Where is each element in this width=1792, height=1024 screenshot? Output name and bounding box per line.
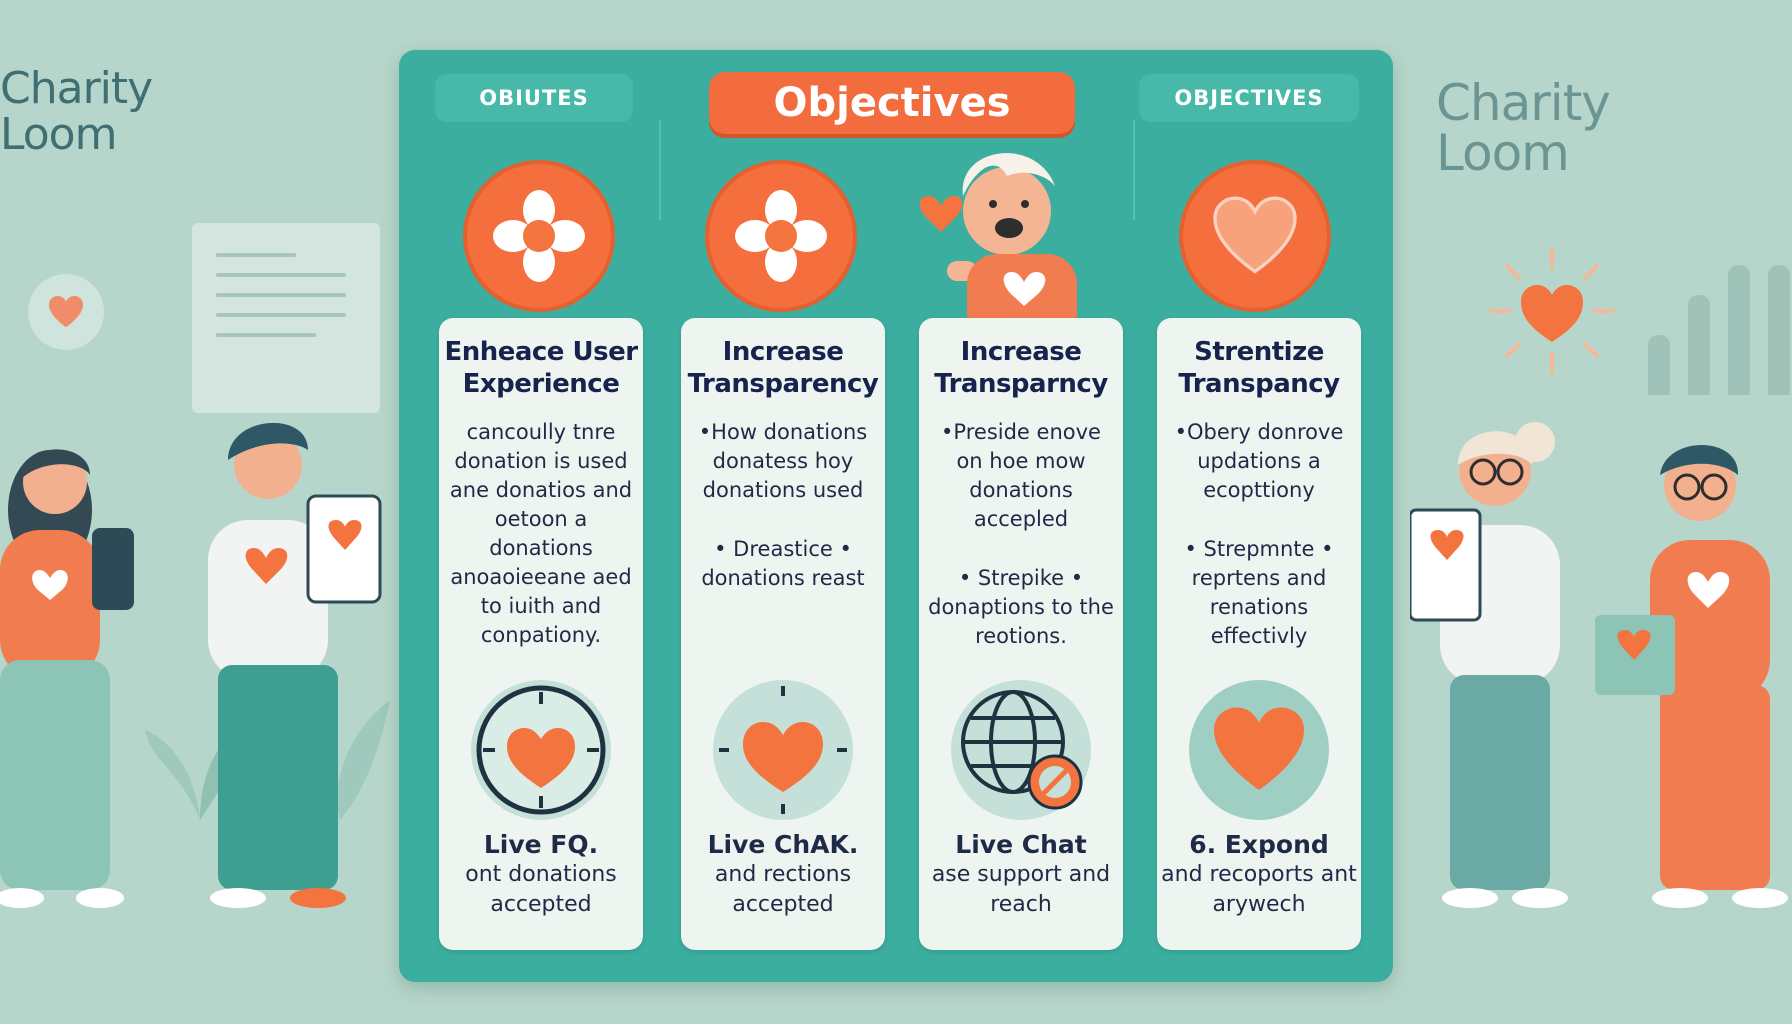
clock-heart-icon (471, 680, 611, 820)
objective-description: •Obery donrove updations a ecopttiony • … (1174, 420, 1344, 648)
volunteer-woman-illustration (0, 449, 134, 908)
objective-card-4: Strentize Transpancy •Obery donrove upda… (1157, 318, 1361, 950)
objective-heading: Enheace User Experience (444, 337, 638, 399)
volunteer-man-illustration (208, 422, 382, 908)
board-title: Objectives (709, 72, 1075, 134)
globe-icon (951, 680, 1091, 820)
heart-icon (1189, 680, 1329, 820)
flower-icon-2 (705, 160, 857, 312)
objective-footer: Live FQ. ont donations accepted (465, 830, 617, 917)
objective-description: cancoully tnre donation is used ane dona… (449, 420, 633, 647)
sun-heart-icon (1489, 248, 1615, 374)
charity-loom-logo-left: Charity Loom (0, 63, 153, 160)
objective-card-2: Increase Transparency •How donations don… (681, 318, 885, 950)
plant-right-icon (337, 700, 390, 820)
objective-card-3: Increase Transparncy •Preside enove on h… (919, 318, 1123, 950)
objective-footer: Live Chat ase support and reach (931, 830, 1111, 917)
objective-description: •Preside enove on hoe mow donations acce… (928, 420, 1114, 648)
heart-icon-top (1179, 160, 1331, 312)
heart-dial-icon (713, 680, 853, 820)
objective-card-1: Enheace User Experience cancoully tnre d… (439, 318, 643, 950)
mascot-child-illustration (919, 153, 1077, 346)
objective-heading: Increase Transparency (687, 337, 879, 399)
objectives-board: OBIUTES Objectives OBJECTIVES (399, 50, 1393, 982)
objective-footer: 6. Expond and recoports ant arywech (1161, 830, 1357, 917)
background-document-card (192, 223, 380, 413)
background-bar-graphic (1648, 265, 1790, 395)
objective-heading: Strentize Transpancy (1178, 337, 1340, 399)
tab-obiutes[interactable]: OBIUTES (435, 74, 633, 122)
objective-heading: Increase Transparncy (934, 337, 1108, 399)
objective-footer: Live ChAK. and rections accepted (707, 830, 859, 917)
charity-loom-logo-right: Charity Loom (1436, 74, 1611, 182)
heart-badge-icon (28, 274, 104, 350)
volunteer-older-woman-illustration (1410, 422, 1568, 908)
volunteer-man-glasses-illustration (1595, 445, 1788, 908)
objective-description: •How donations donatess hoy donations us… (698, 420, 868, 590)
tab-objectives[interactable]: OBJECTIVES (1139, 74, 1359, 122)
flower-icon-1 (463, 160, 615, 312)
